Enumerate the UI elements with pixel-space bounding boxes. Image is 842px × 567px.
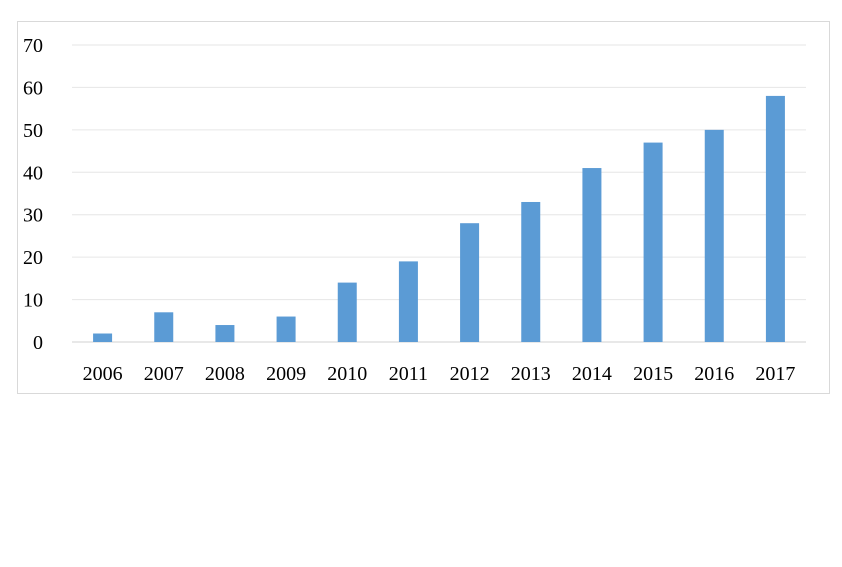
x-tick-label-2016: 2016 <box>694 363 734 385</box>
y-tick-label-70: 70 <box>23 35 43 57</box>
y-axis-tick-labels: 0 10 20 30 40 50 60 70 <box>23 35 43 354</box>
y-tick-label-30: 30 <box>23 205 43 227</box>
bar-2006 <box>93 333 113 342</box>
y-tick-label-20: 20 <box>23 247 43 269</box>
bar-2012 <box>460 223 480 342</box>
x-tick-label-2015: 2015 <box>633 363 673 385</box>
bars <box>93 95 785 343</box>
bar-2013 <box>521 201 541 342</box>
x-tick-label-2011: 2011 <box>389 363 428 385</box>
gridlines <box>72 44 806 343</box>
y-tick-label-60: 60 <box>23 77 43 99</box>
x-tick-label-2017: 2017 <box>755 363 795 385</box>
bar-2008 <box>215 325 235 342</box>
bar-2007 <box>154 312 174 342</box>
x-tick-label-2010: 2010 <box>327 363 367 385</box>
y-tick-label-10: 10 <box>23 290 43 312</box>
bar-2009 <box>276 316 296 342</box>
bar-2011 <box>398 261 418 342</box>
x-axis-tick-labels: 2006 2007 2008 2009 2010 2011 2012 2013 2014 2015… <box>83 363 796 385</box>
y-tick-label-40: 40 <box>23 162 43 184</box>
x-tick-label-2007: 2007 <box>144 363 184 385</box>
x-tick-label-2006: 2006 <box>83 363 123 385</box>
chart-frame <box>17 21 830 394</box>
x-tick-label-2014: 2014 <box>572 363 612 385</box>
bar-2016 <box>704 129 724 342</box>
bar-2017 <box>765 95 785 343</box>
bar-2014 <box>582 168 602 342</box>
y-tick-label-0: 0 <box>33 332 43 354</box>
x-tick-label-2009: 2009 <box>266 363 306 385</box>
bar-2010 <box>337 282 357 342</box>
x-tick-label-2013: 2013 <box>511 363 551 385</box>
x-tick-label-2008: 2008 <box>205 363 245 385</box>
x-tick-label-2012: 2012 <box>450 363 490 385</box>
bar-2015 <box>643 142 663 342</box>
y-tick-label-50: 50 <box>23 120 43 142</box>
